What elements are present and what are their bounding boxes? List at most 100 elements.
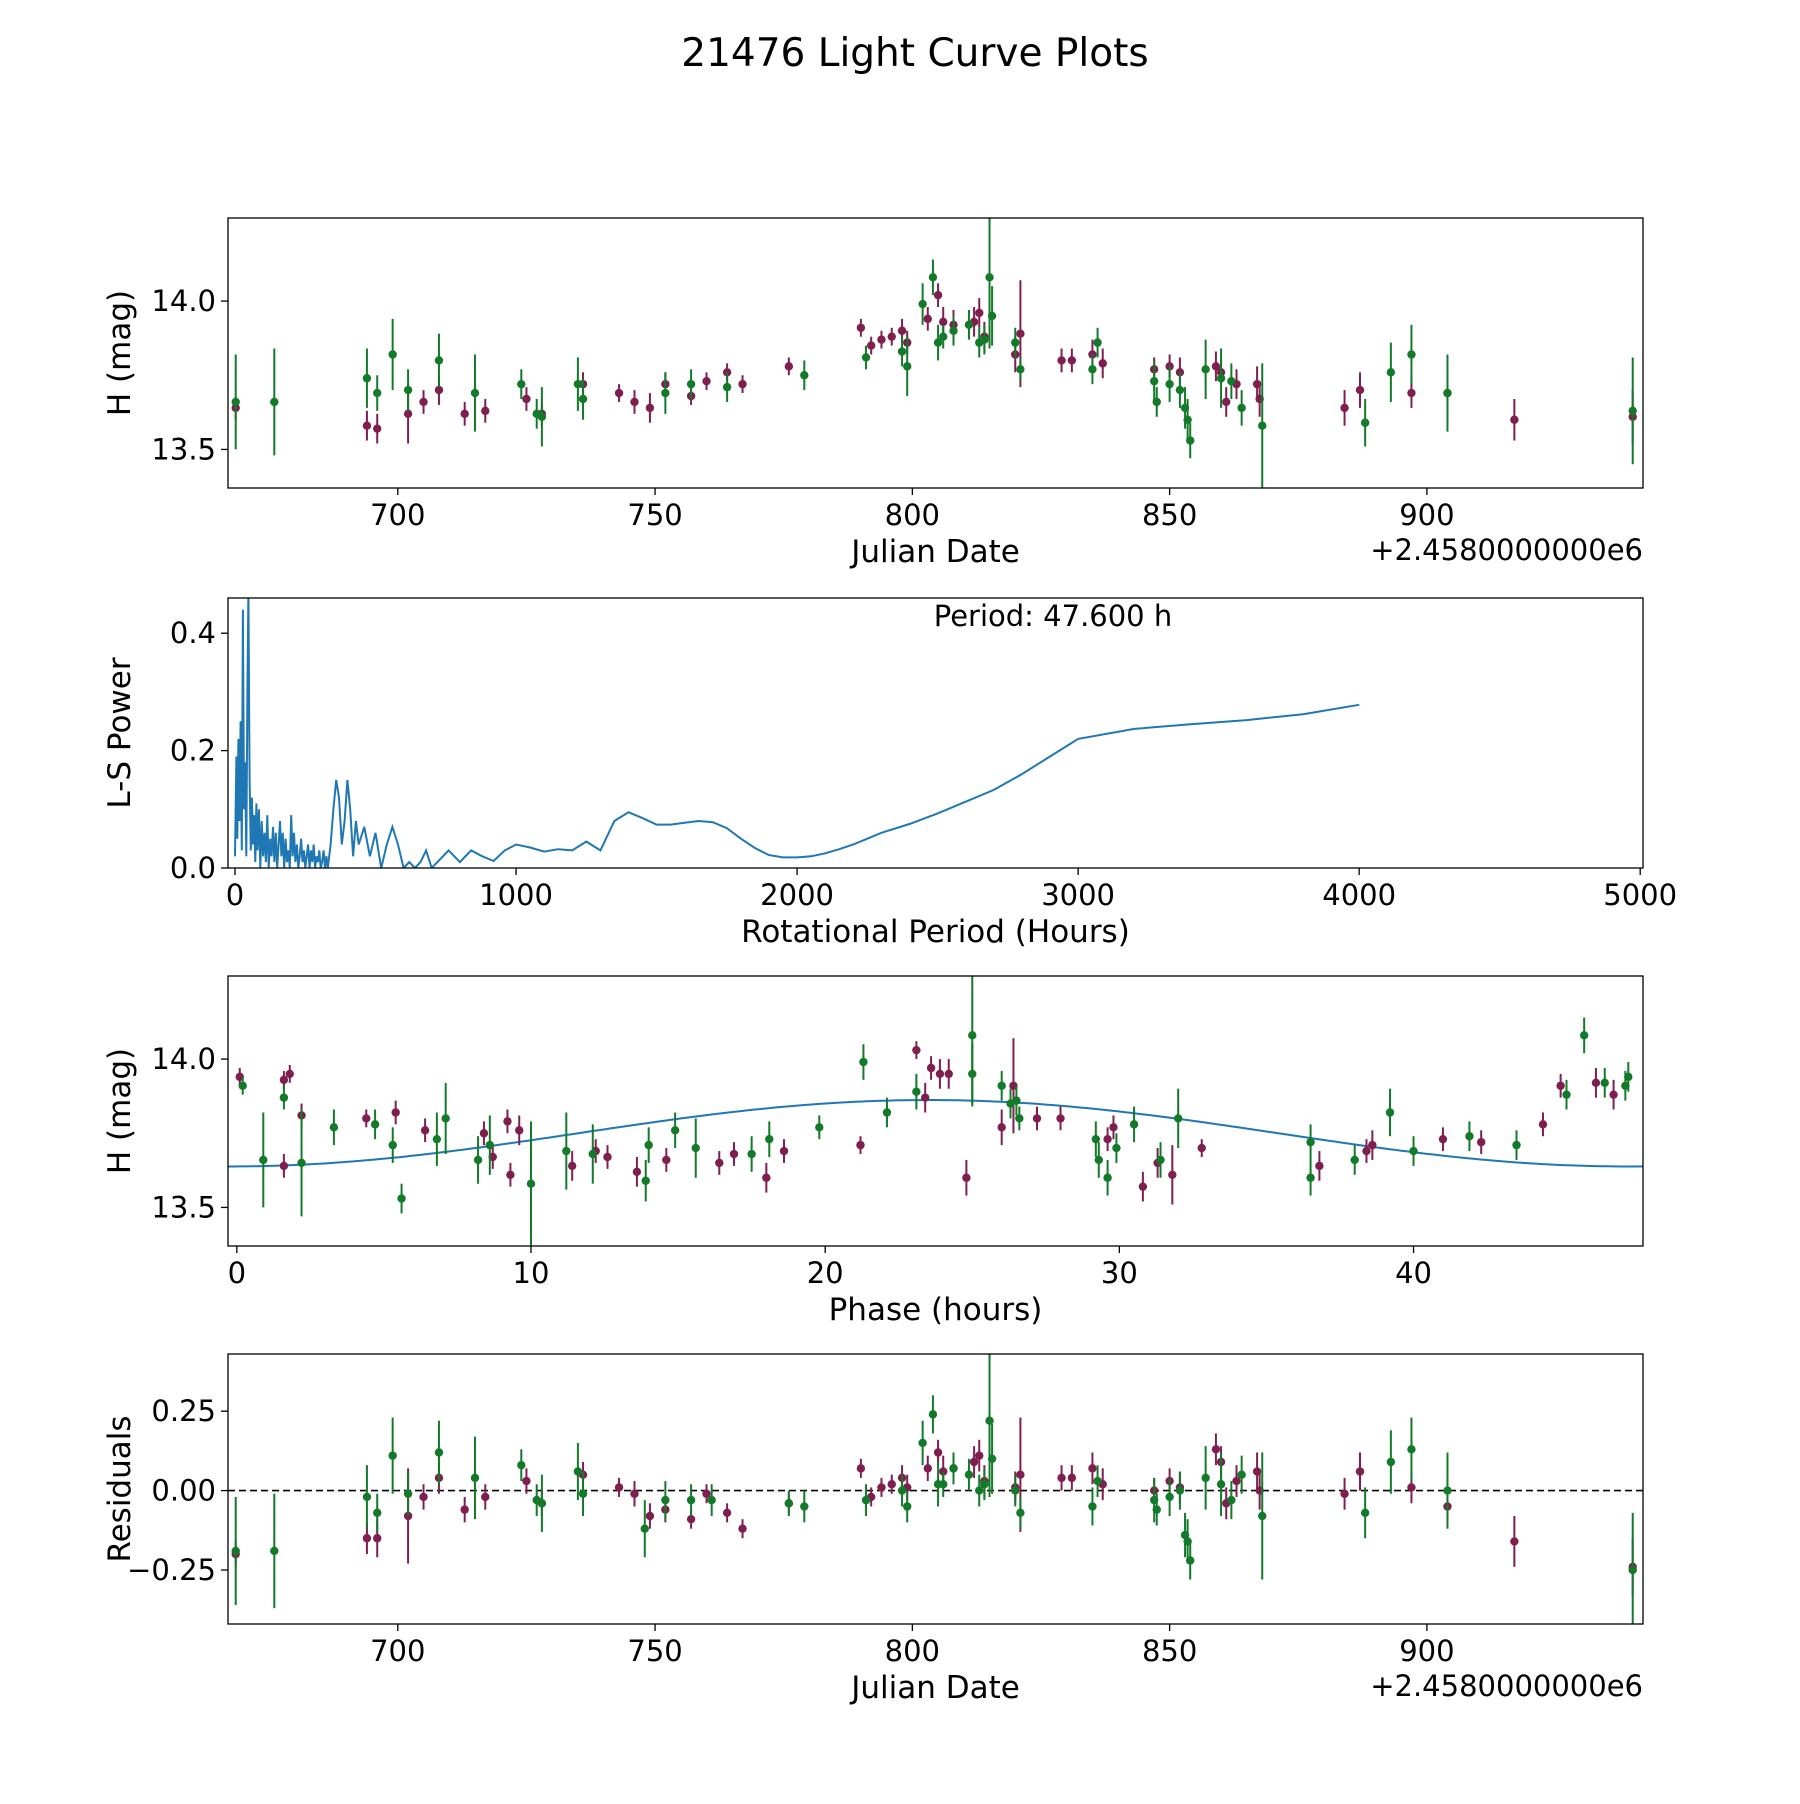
y-tick-label: 0.4 xyxy=(170,616,216,650)
data-point xyxy=(373,424,382,433)
data-point xyxy=(1355,1467,1365,1476)
fit-curve xyxy=(228,1099,1643,1168)
data-point xyxy=(928,1410,938,1419)
data-point xyxy=(1340,1489,1349,1498)
data-point xyxy=(962,1173,971,1182)
data-point xyxy=(403,385,413,395)
data-point xyxy=(939,1480,948,1489)
data-point xyxy=(297,1158,306,1168)
data-point xyxy=(866,341,876,350)
data-point xyxy=(968,1031,977,1040)
data-point xyxy=(481,1492,490,1502)
plot-area xyxy=(231,218,1637,488)
axes-frame xyxy=(227,217,1644,489)
data-point xyxy=(1443,388,1452,398)
data-point xyxy=(707,1495,716,1505)
data-point xyxy=(1091,1134,1101,1144)
residuals-panel: 700 750 800 850 900 −0.25 0.00 0.25 Julian Date R… xyxy=(102,1353,1644,1706)
data-point xyxy=(506,1170,515,1179)
data-point xyxy=(1350,1155,1359,1165)
figure-title: 21476 Light Curve Plots xyxy=(681,31,1148,76)
data-point xyxy=(1057,356,1066,365)
data-point xyxy=(784,1499,794,1508)
x-offset-text: +2.4580000000e6 xyxy=(1370,533,1643,567)
axes-frame xyxy=(227,597,1644,869)
data-point xyxy=(928,273,938,282)
y-tick-label: 13.5 xyxy=(151,432,216,466)
data-point xyxy=(481,406,490,416)
x-tick-label: 800 xyxy=(885,1634,940,1668)
data-point xyxy=(691,1143,700,1153)
data-point xyxy=(1057,1473,1066,1483)
series-band-a xyxy=(235,1038,1618,1205)
data-point xyxy=(762,1173,771,1182)
x-tick-label: 750 xyxy=(627,1634,682,1668)
data-point xyxy=(238,1081,247,1090)
data-point xyxy=(614,388,624,398)
data-point xyxy=(1088,1464,1097,1473)
data-point xyxy=(573,1467,583,1476)
phased-lightcurve-panel: 0 10 20 30 40 13.5 14.0 Phase (hours) H (mag) xyxy=(102,975,1644,1328)
data-point xyxy=(661,1495,670,1505)
data-point xyxy=(800,371,809,380)
data-point xyxy=(1183,415,1192,424)
x-axis-label: Julian Date xyxy=(849,1670,1020,1706)
data-point xyxy=(329,1123,339,1132)
data-point xyxy=(432,1134,442,1144)
data-point xyxy=(522,1476,531,1486)
data-point xyxy=(279,1093,289,1102)
series-band-b xyxy=(231,1354,1637,1624)
data-point xyxy=(517,1460,526,1470)
data-point xyxy=(784,362,794,371)
data-point xyxy=(644,1140,653,1150)
data-point xyxy=(470,388,480,398)
data-point xyxy=(1628,1565,1637,1575)
data-point xyxy=(722,1508,732,1518)
data-point xyxy=(882,1108,892,1117)
data-point xyxy=(259,1155,268,1165)
data-point xyxy=(918,1438,927,1448)
data-point xyxy=(1355,385,1365,395)
data-point xyxy=(887,332,896,341)
data-point xyxy=(1168,1170,1177,1179)
data-point xyxy=(964,1470,974,1479)
data-point xyxy=(479,1129,489,1138)
data-point xyxy=(923,314,932,324)
data-point xyxy=(1579,1031,1589,1040)
data-point xyxy=(912,1045,921,1055)
data-point xyxy=(1149,376,1159,386)
data-point xyxy=(279,1075,289,1085)
data-point xyxy=(1088,1502,1097,1511)
data-point xyxy=(877,335,886,344)
data-point xyxy=(1056,1114,1065,1123)
data-point xyxy=(537,412,547,421)
data-point xyxy=(856,1140,865,1150)
data-point xyxy=(1315,1161,1324,1171)
data-point xyxy=(1538,1120,1548,1129)
x-tick-label: 3000 xyxy=(1041,878,1115,912)
data-point xyxy=(987,1454,997,1464)
data-point xyxy=(485,1140,495,1150)
data-point xyxy=(470,1473,480,1483)
data-point xyxy=(1211,1445,1221,1454)
data-point xyxy=(1232,1476,1241,1486)
x-tick-label: 1000 xyxy=(479,878,553,912)
data-point xyxy=(1237,403,1246,413)
data-point xyxy=(702,1489,711,1498)
y-tick-label: 14.0 xyxy=(151,1042,216,1076)
data-point xyxy=(578,394,588,404)
data-point xyxy=(935,1069,945,1079)
data-point xyxy=(567,1161,577,1171)
data-point xyxy=(1186,1556,1195,1565)
plot-area xyxy=(234,598,1360,868)
data-point xyxy=(1465,1132,1474,1141)
data-point xyxy=(270,1546,279,1556)
data-point xyxy=(373,1534,382,1543)
data-point xyxy=(1165,1492,1174,1502)
data-point xyxy=(897,326,907,335)
data-point xyxy=(686,1495,696,1505)
x-tick-label: 30 xyxy=(1101,1256,1138,1290)
data-point xyxy=(1409,1146,1418,1156)
data-point xyxy=(1385,1108,1395,1117)
